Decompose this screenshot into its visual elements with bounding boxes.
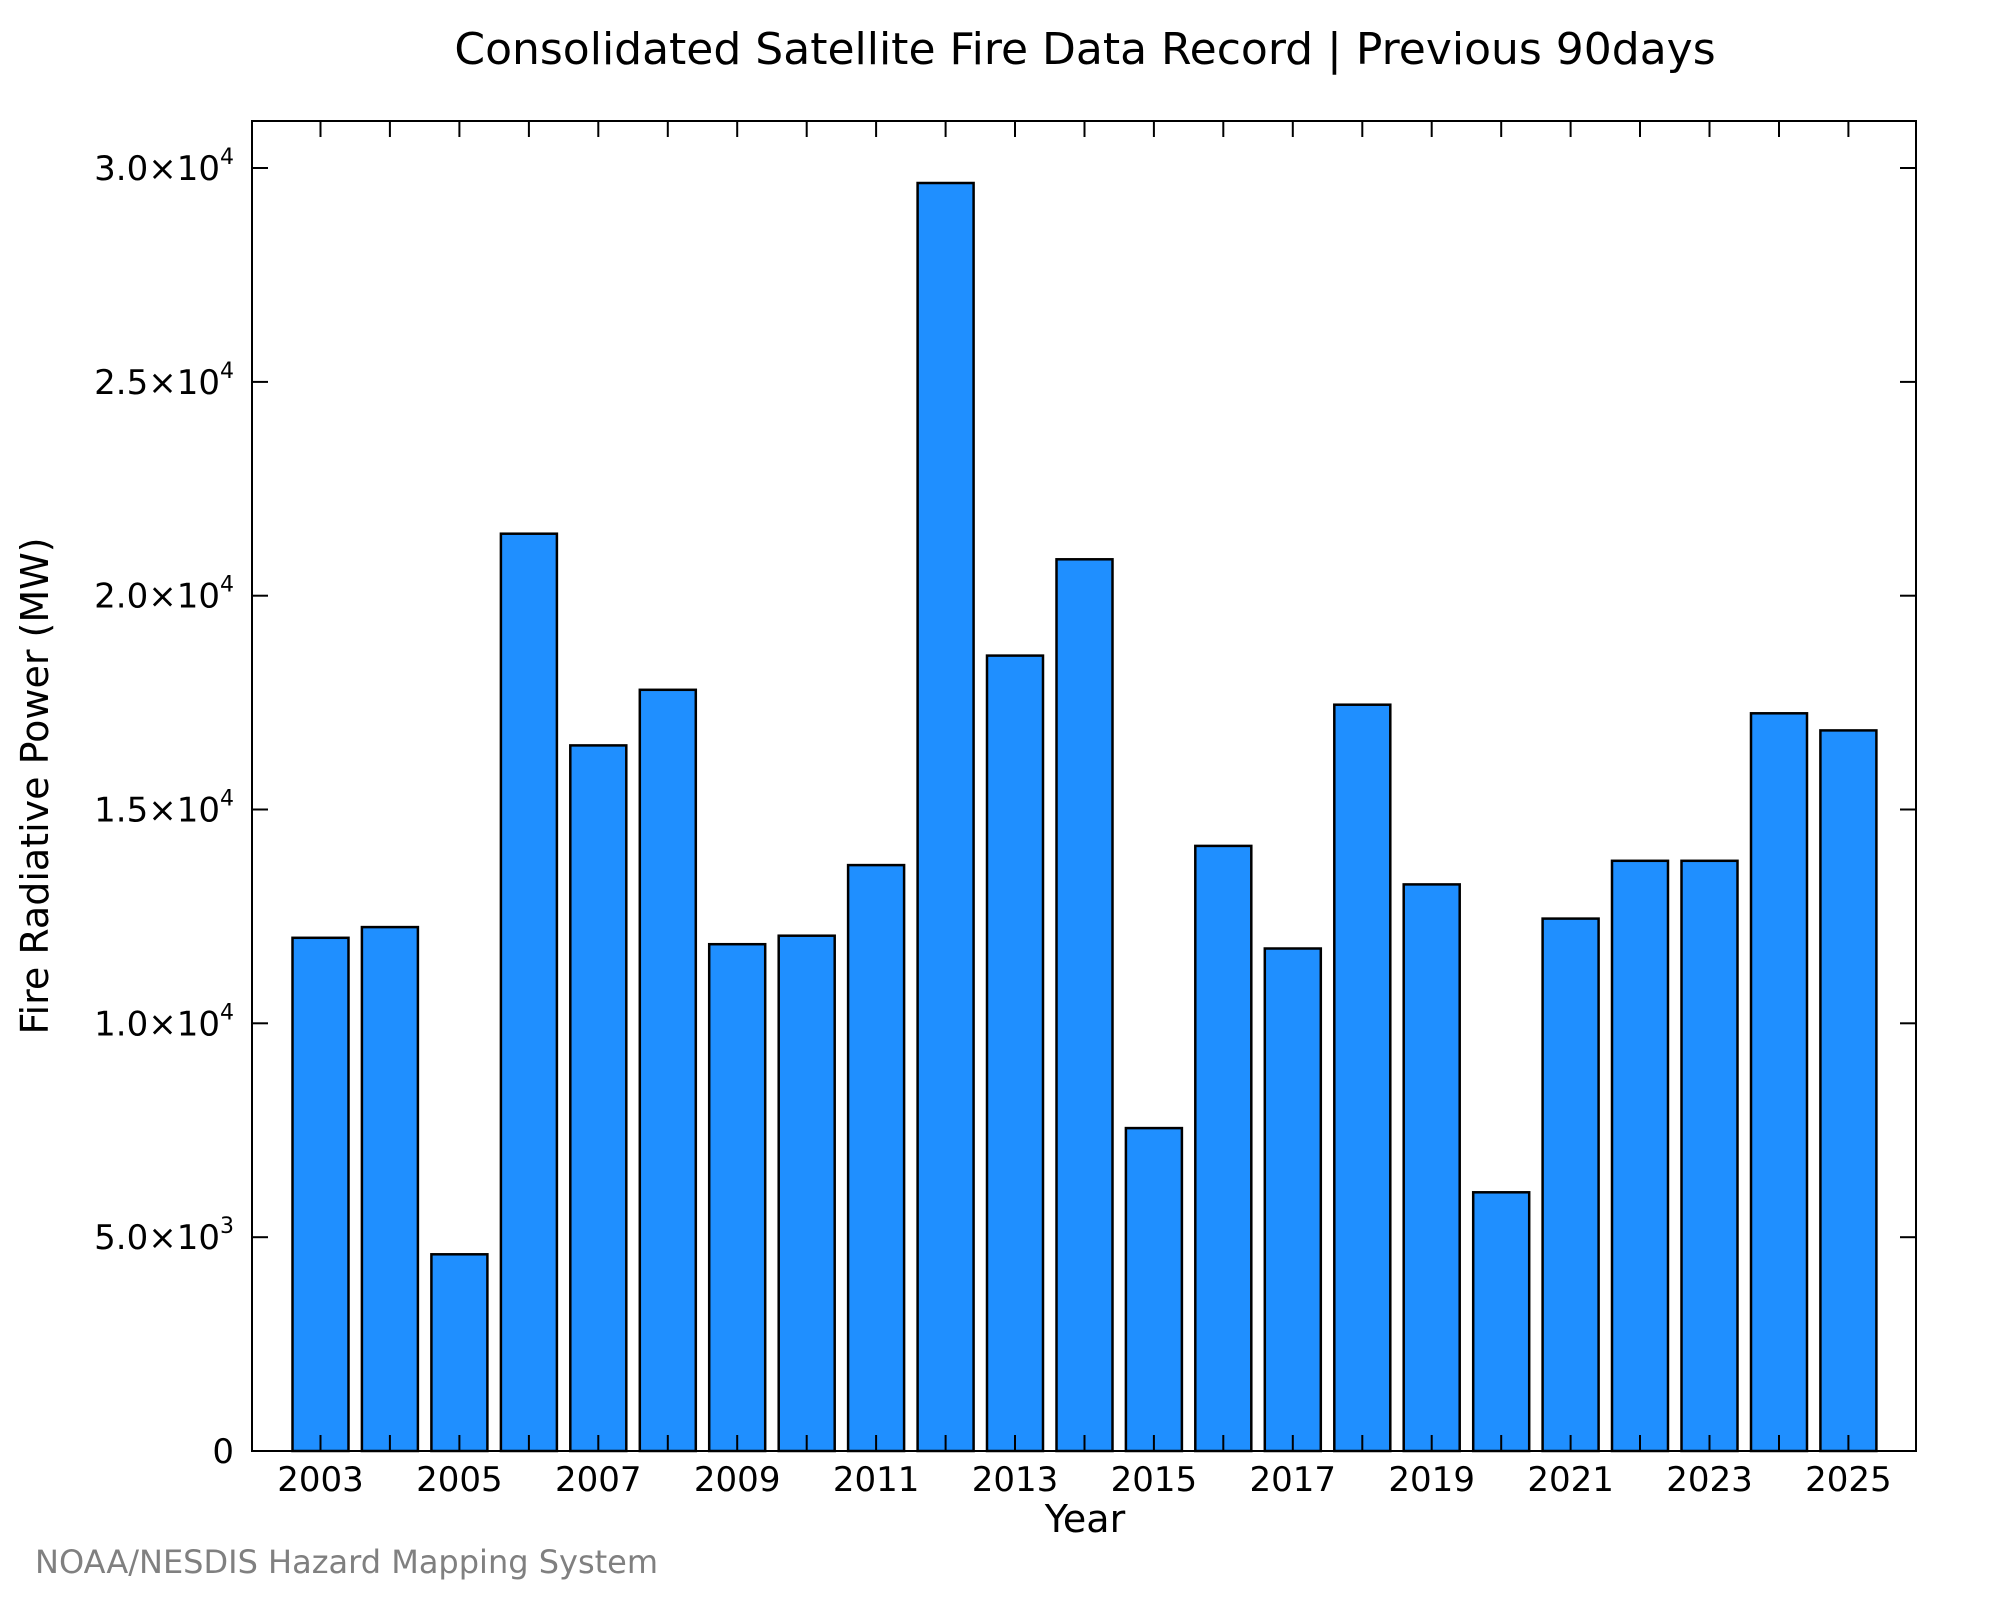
bar-2014 [1055,558,1114,1453]
bar-2007 [569,744,628,1453]
x-tick-label-2011: 2011 [833,1460,920,1500]
bar-2022 [1610,859,1670,1453]
bars-layer [291,181,1878,1453]
bar-2013 [985,654,1045,1453]
y-tick-label-15000: 1.5×104 [94,787,234,831]
bar-2024 [1749,712,1809,1453]
bar-2008 [638,688,698,1453]
y-tick-label-10000: 1.0×104 [94,1000,234,1044]
bar-2019 [1402,883,1461,1453]
bar-2023 [1680,859,1739,1453]
y-tick-label-25000: 2.5×104 [94,359,234,403]
bar-2010 [777,934,836,1453]
x-axis-label: Year [1044,1497,1126,1541]
bar-2021 [1541,917,1600,1453]
bar-2020 [1471,1191,1531,1453]
x-tick-label-2025: 2025 [1805,1460,1892,1500]
bar-2012 [916,181,975,1453]
x-tick-label-2013: 2013 [972,1460,1059,1500]
bar-2018 [1333,703,1392,1453]
bar-2015 [1124,1126,1184,1453]
x-tick-label-2023: 2023 [1666,1460,1753,1500]
bar-2004 [360,925,420,1453]
x-tick-label-2017: 2017 [1250,1460,1337,1500]
x-tick-label-2015: 2015 [1111,1460,1198,1500]
bar-2006 [499,532,559,1453]
y-tick-label-30000: 3.0×104 [94,145,234,189]
y-axis-label: Fire Radiative Power (MW) [13,537,57,1034]
x-tick-label-2009: 2009 [694,1460,781,1500]
y-tick-label-0: 0 [212,1432,234,1472]
bar-2009 [707,942,767,1453]
bar-2005 [430,1253,489,1453]
ticks-layer: 2003 2005 2007 2009 2011 2013 2015 2017 2019 2021… [94,121,1916,1500]
x-tick-label-2019: 2019 [1388,1460,1475,1500]
x-tick-label-2021: 2021 [1527,1460,1614,1500]
bar-2003 [291,936,350,1453]
bar-2017 [1263,947,1323,1453]
y-tick-label-20000: 2.0×104 [94,573,234,617]
x-tick-label-2007: 2007 [555,1460,642,1500]
chart-title: Consolidated Satellite Fire Data Record … [454,24,1715,75]
x-tick-label-2005: 2005 [416,1460,503,1500]
credit-text: NOAA/NESDIS Hazard Mapping System [35,1543,658,1581]
y-tick-label-5000: 5.0×103 [94,1214,234,1258]
bar-2025 [1819,729,1878,1453]
bar-2016 [1194,844,1253,1453]
x-tick-label-2003: 2003 [277,1460,364,1500]
bar-2011 [846,863,906,1453]
